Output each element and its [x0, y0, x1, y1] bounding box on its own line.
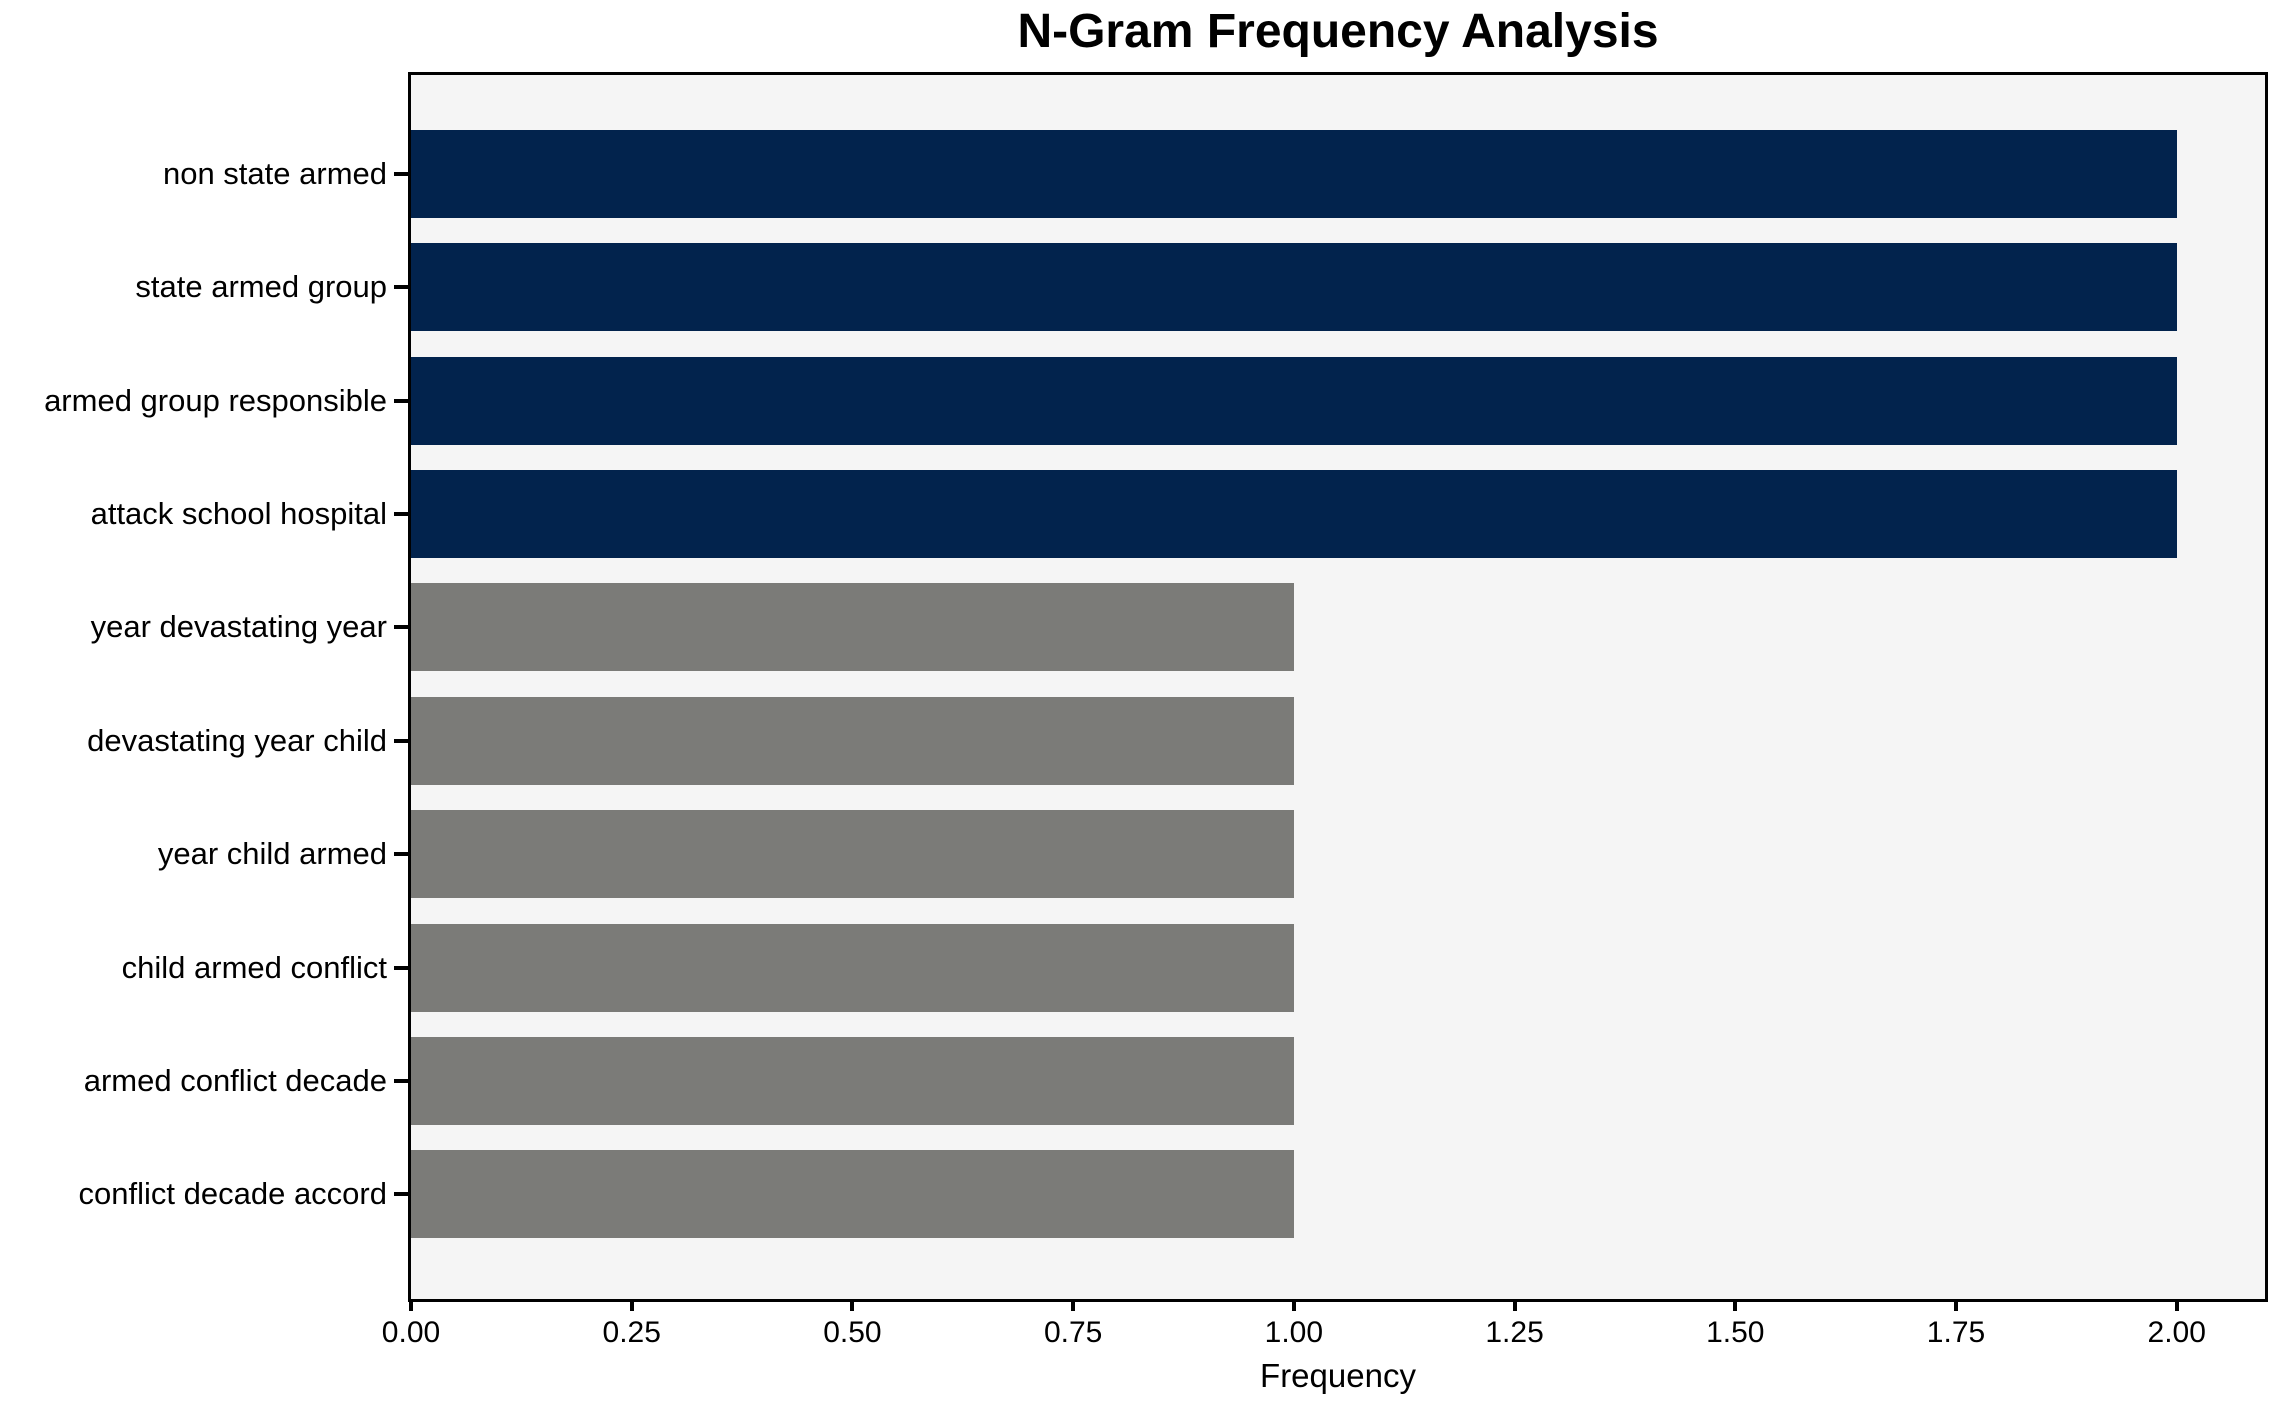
- y-axis-category-label: attack school hospital: [90, 495, 387, 531]
- x-tick: [1071, 1299, 1076, 1311]
- bar: [411, 243, 2177, 332]
- bar: [411, 696, 1294, 785]
- bar: [411, 923, 1294, 1012]
- y-tick: [394, 852, 408, 857]
- x-tick-label: 1.25: [1485, 1316, 1544, 1349]
- y-axis-category-label: non state armed: [162, 155, 387, 191]
- bar-row: state armed group: [135, 230, 2265, 343]
- x-tick: [1512, 1299, 1517, 1311]
- bar-row: devastating year child: [87, 684, 2265, 797]
- x-tick: [850, 1299, 855, 1311]
- bar: [411, 1150, 1294, 1239]
- bar: [411, 129, 2177, 218]
- x-tick-label: 1.00: [1264, 1316, 1324, 1349]
- chart-title: N-Gram Frequency Analysis: [1017, 5, 1659, 58]
- bar-row: child armed conflict: [122, 911, 2265, 1024]
- y-tick: [394, 625, 408, 630]
- bar-row: attack school hospital: [91, 457, 2265, 570]
- bar-row: non state armed: [163, 117, 2265, 230]
- bar-row: year child armed: [158, 797, 2265, 910]
- x-tick-label: 0.75: [1043, 1316, 1103, 1349]
- bar: [411, 583, 1294, 672]
- y-axis-category-label: state armed group: [135, 269, 387, 305]
- bar: [411, 1036, 1294, 1125]
- bar-row: armed group responsible: [44, 344, 2265, 457]
- bar-row: year devastating year: [91, 571, 2265, 684]
- x-tick-label: 1.50: [1706, 1316, 1765, 1349]
- x-tick-label: 0.25: [602, 1316, 661, 1349]
- y-axis-category-label: year child armed: [157, 836, 387, 872]
- x-tick: [1954, 1299, 1958, 1311]
- x-tick: [1291, 1299, 1296, 1311]
- bar-row: armed conflict decade: [84, 1024, 2265, 1137]
- y-tick: [394, 285, 408, 290]
- x-axis-title: Frequency: [1260, 1357, 1416, 1394]
- x-tick-label: 0.00: [381, 1316, 441, 1349]
- y-axis-category-label: conflict decade accord: [78, 1176, 387, 1212]
- bars-container: non state armed state armed group armed gr…: [44, 75, 2265, 1299]
- plot-area: non state armed state armed group armed gr…: [44, 72, 2268, 1394]
- y-axis-category-label: child armed conflict: [121, 949, 387, 985]
- bar: [411, 356, 2177, 445]
- x-tick: [2174, 1299, 2179, 1311]
- y-tick: [394, 511, 408, 516]
- y-axis-category-label: armed group responsible: [44, 382, 387, 418]
- y-tick: [394, 1078, 408, 1083]
- y-tick: [394, 398, 408, 403]
- x-tick-label: 1.75: [1926, 1316, 1986, 1349]
- y-axis-category-label: armed conflict decade: [83, 1062, 387, 1098]
- bar: [411, 810, 1294, 899]
- x-tick-label: 2.00: [2147, 1316, 2206, 1349]
- y-tick: [394, 1192, 408, 1197]
- x-tick: [1733, 1299, 1738, 1311]
- y-tick: [394, 965, 408, 970]
- x-tick: [409, 1299, 413, 1311]
- y-axis-category-label: devastating year child: [87, 722, 387, 758]
- x-tick: [629, 1299, 634, 1311]
- x-tick-label: 0.50: [823, 1316, 882, 1349]
- y-tick: [394, 738, 408, 743]
- bar: [411, 469, 2177, 558]
- bar-row: conflict decade accord: [79, 1138, 2265, 1251]
- y-axis-category-label: year devastating year: [90, 609, 387, 645]
- y-tick: [394, 171, 408, 176]
